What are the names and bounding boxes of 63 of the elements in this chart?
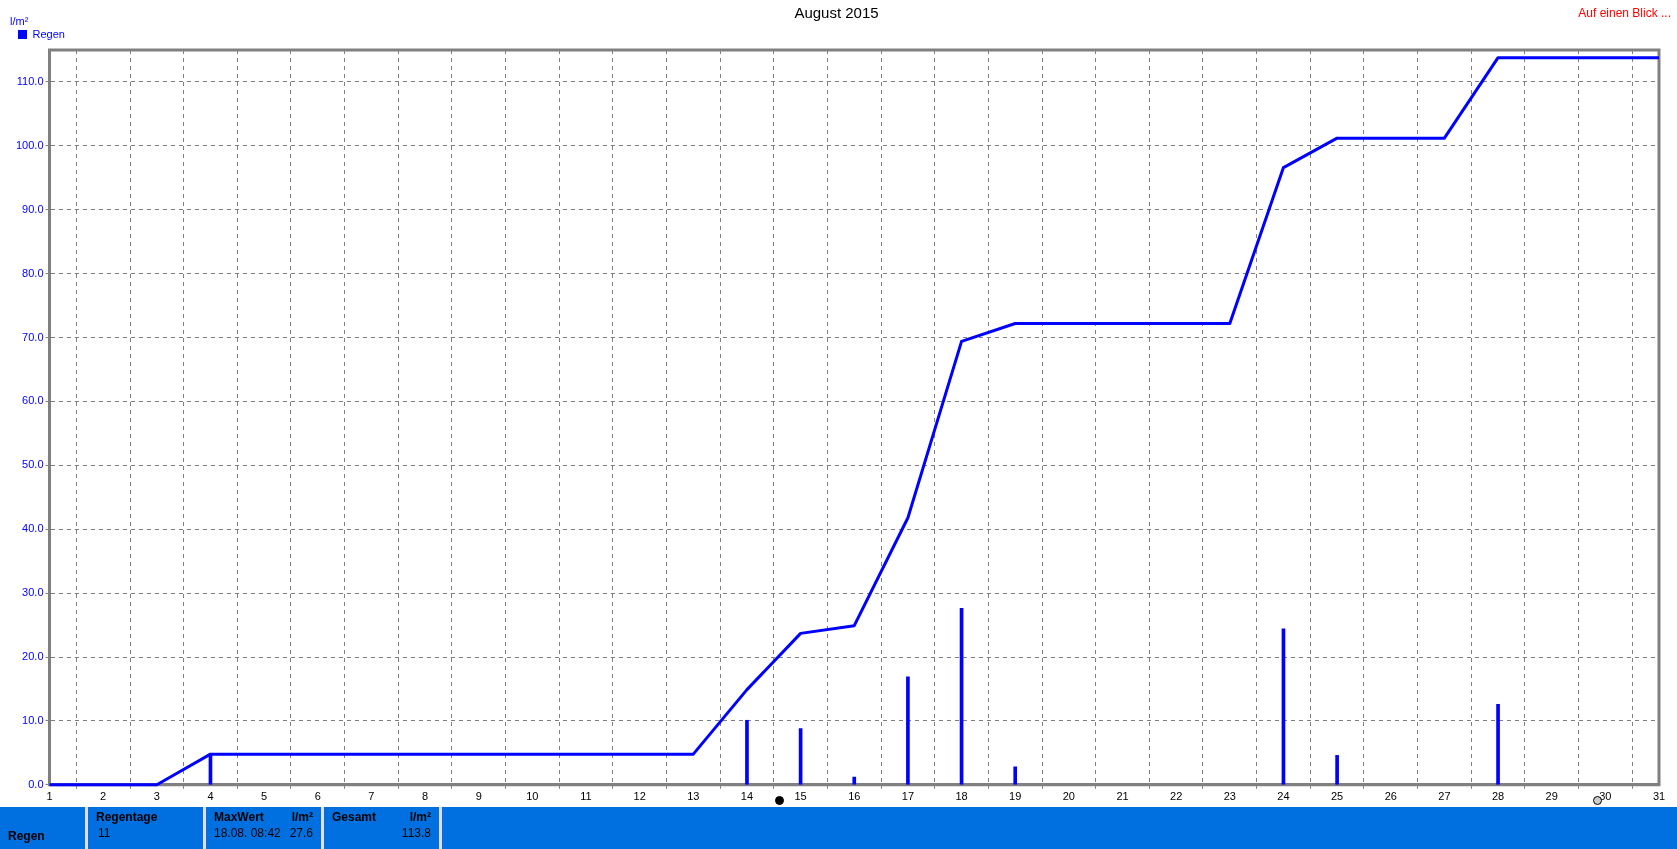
x-tick-label: 6 [314,790,321,803]
text: Auf einen Blick ... [1578,6,1671,20]
y-tick-label: 50.0 [22,458,44,471]
x-tick-label: 14 [740,790,754,803]
x-tick-label: 12 [633,790,646,803]
y-tick-label: 100.0 [16,138,44,151]
x-tick-label: 17 [901,790,915,803]
x-tick-label: 19 [1009,790,1022,803]
x-tick-label: 30 [1599,790,1612,803]
bar [745,719,749,785]
x-tick-label: 22 [1170,790,1183,803]
x-tick-label: 4 [207,790,214,803]
text: Regentage [96,810,158,824]
text: l/m² [409,810,431,824]
bar [1335,755,1339,785]
x-tick-label: 29 [1545,790,1558,803]
x-tick-label: 5 [261,790,268,803]
x-tick-label: 3 [153,790,160,803]
x-tick-label: 13 [687,790,700,803]
x-tick-label: 31 [1652,790,1666,803]
x-tick-label: 23 [1223,790,1236,803]
text: 11 [98,826,111,840]
y-tick-label: 90.0 [22,202,44,215]
x-tick-label: 18 [955,790,968,803]
y-tick-label: 20.0 [22,650,44,663]
text: 113.8 [401,826,431,840]
chart-title: August 2015 [794,4,879,22]
bar [852,776,857,785]
x-tick-label: 28 [1491,790,1505,803]
x-tick-label: 2 [100,790,107,803]
text: Regen [8,829,45,843]
x-tick-label: 15 [794,790,807,803]
x-tick-label: 24 [1277,790,1290,803]
text: 18.08. 08:42 [214,826,281,840]
x-tick-label: 8 [422,790,429,803]
y-tick-label: 40.0 [22,522,44,535]
text: 27.6 [289,826,313,840]
x-tick-label: 16 [848,790,861,803]
text: MaxWert [214,810,264,824]
x-tick-label: 27 [1438,790,1451,803]
x-tick-label: 10 [526,790,539,803]
y-tick-label: 10.0 [22,713,44,726]
x-tick-label: 21 [1116,790,1129,803]
y-tick-label: 70.0 [22,330,44,343]
y-tick-label: 110.0 [16,74,44,87]
x-tick-label: 26 [1384,790,1397,803]
text: l/m² [291,810,313,824]
y-tick-label: 30.0 [22,586,44,599]
y-tick-label: 60.0 [22,394,44,407]
y-tick-label: 0.0 [28,777,44,790]
text: Gesamt [332,810,377,824]
x-tick-label: 25 [1330,790,1344,803]
bar [906,676,910,785]
y-axis-title: l/m² [10,15,29,28]
legend-label: Regen [32,27,65,40]
x-tick-label: 9 [475,790,482,803]
x-tick-label: 11 [580,790,592,803]
bar [1013,766,1018,785]
bar [1496,703,1500,785]
x-tick-label: 1 [46,790,53,803]
x-tick-label: 7 [368,790,375,803]
x-tick-label: 20 [1062,790,1075,803]
y-tick-label: 80.0 [22,266,44,279]
